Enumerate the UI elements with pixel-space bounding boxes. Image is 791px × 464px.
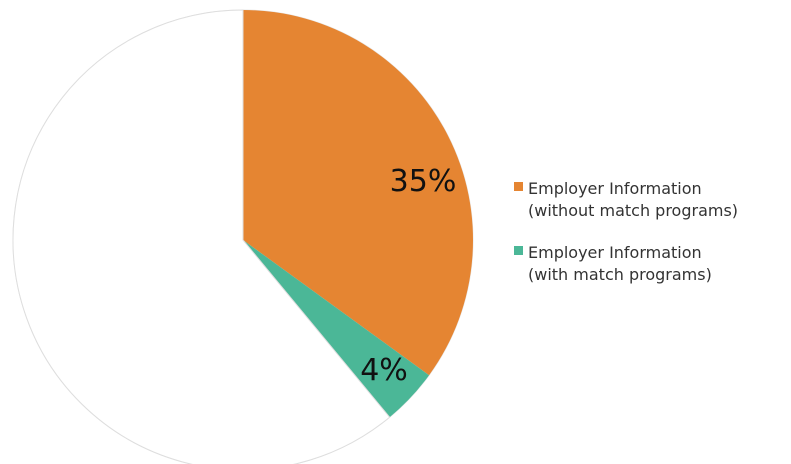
legend-label-1: Employer Information (with match program… — [528, 243, 712, 284]
pie-slice-labels: 35% 4% — [360, 164, 456, 388]
legend-swatch-1 — [514, 246, 523, 255]
pie-slice-1 — [243, 240, 430, 418]
pie-slice-2 — [12, 9, 391, 464]
pie-slices — [12, 9, 474, 464]
legend-item-0: Employer Information (without match prog… — [514, 178, 784, 222]
legend-item-1: Employer Information (with match program… — [514, 242, 784, 286]
pie-slice-0 — [243, 10, 473, 376]
legend-label-0: Employer Information (without match prog… — [528, 179, 739, 220]
slice-value-label-0: 35% — [390, 164, 457, 199]
legend-swatch-0 — [514, 182, 523, 191]
chart-legend: Employer Information (without match prog… — [514, 178, 784, 306]
slice-value-label-1: 4% — [360, 353, 408, 388]
